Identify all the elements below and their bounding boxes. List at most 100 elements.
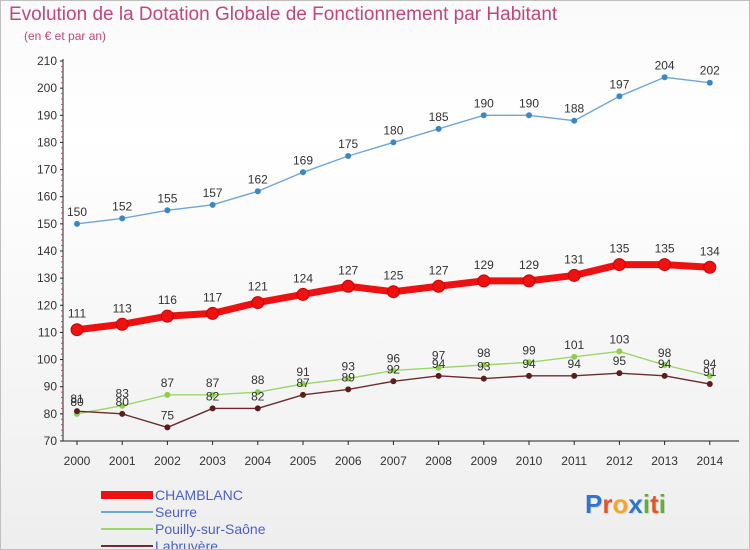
- y-tick-label: 110: [38, 325, 57, 339]
- data-label-chamblanc: 127: [429, 263, 449, 277]
- data-point-labruyere: [390, 378, 397, 385]
- x-tick-label: 2009: [470, 454, 497, 468]
- data-label-labruyere: 95: [613, 354, 627, 368]
- data-point-pouilly-sur-saone: [164, 391, 171, 398]
- data-label-chamblanc: 125: [383, 269, 403, 283]
- data-label-chamblanc: 113: [113, 301, 132, 315]
- data-point-labruyere: [74, 408, 80, 415]
- data-point-labruyere: [300, 391, 306, 398]
- data-label-chamblanc: 129: [474, 258, 494, 272]
- data-label-seurre: 188: [564, 102, 584, 116]
- data-point-labruyere: [480, 375, 487, 382]
- legend-label: Pouilly-sur-Saône: [155, 521, 266, 537]
- data-label-pouilly-sur-saone: 83: [116, 387, 130, 401]
- data-point-seurre: [526, 112, 532, 119]
- legend-label: Labruyère: [155, 538, 219, 550]
- data-point-labruyere: [435, 372, 442, 379]
- data-point-chamblanc: [341, 279, 355, 293]
- data-label-chamblanc: 116: [158, 293, 177, 307]
- data-point-seurre: [119, 215, 126, 222]
- data-point-seurre: [345, 153, 352, 159]
- y-tick-label: 160: [37, 190, 57, 204]
- data-label-seurre: 175: [338, 137, 358, 151]
- data-point-pouilly-sur-saone: [390, 367, 397, 374]
- y-tick-label: 210: [37, 54, 57, 68]
- data-point-chamblanc: [477, 274, 491, 288]
- data-point-chamblanc: [703, 260, 717, 274]
- data-point-chamblanc: [70, 323, 84, 337]
- data-point-pouilly-sur-saone: [300, 381, 306, 387]
- data-point-labruyere: [571, 372, 578, 379]
- data-label-seurre: 190: [519, 96, 539, 110]
- data-point-pouilly-sur-saone: [254, 389, 261, 396]
- logo-letter: x: [628, 489, 643, 519]
- data-point-pouilly-sur-saone: [435, 364, 442, 371]
- data-point-labruyere: [119, 410, 126, 417]
- data-point-labruyere: [345, 386, 352, 393]
- y-tick-label: 100: [37, 353, 57, 367]
- data-point-pouilly-sur-saone: [706, 372, 713, 379]
- data-label-chamblanc: 135: [609, 242, 629, 256]
- data-label-seurre: 150: [67, 205, 87, 219]
- y-tick-label: 130: [37, 271, 57, 285]
- x-tick-label: 2014: [696, 454, 723, 468]
- y-tick-label: 170: [37, 163, 57, 177]
- data-label-pouilly-sur-saone: 88: [251, 373, 265, 387]
- logo-letter: o: [612, 489, 629, 519]
- data-label-pouilly-sur-saone: 98: [658, 346, 672, 360]
- data-point-pouilly-sur-saone: [616, 348, 623, 355]
- legend-label: CHAMBLANC: [155, 487, 243, 503]
- x-tick-label: 2007: [380, 454, 407, 468]
- data-point-chamblanc: [522, 274, 536, 288]
- data-label-chamblanc: 117: [203, 290, 222, 304]
- data-point-pouilly-sur-saone: [345, 375, 352, 382]
- data-label-seurre: 162: [248, 172, 268, 186]
- data-label-pouilly-sur-saone: 103: [609, 332, 629, 346]
- logo-letter: P: [585, 489, 603, 519]
- data-label-pouilly-sur-saone: 96: [387, 351, 401, 365]
- data-label-chamblanc: 124: [293, 271, 313, 285]
- data-point-pouilly-sur-saone: [480, 362, 487, 368]
- logo-letter: i: [658, 489, 666, 519]
- data-point-chamblanc: [115, 317, 129, 331]
- chart-subtitle: (en € et par an): [24, 29, 107, 43]
- data-label-pouilly-sur-saone: 91: [296, 365, 310, 379]
- data-label-labruyere: 94: [658, 357, 672, 371]
- data-point-seurre: [616, 93, 623, 100]
- y-tick-label: 90: [44, 380, 58, 394]
- data-label-pouilly-sur-saone: 94: [703, 357, 717, 371]
- data-point-seurre: [300, 169, 306, 176]
- y-tick-label: 150: [37, 217, 57, 231]
- data-label-seurre: 155: [157, 191, 177, 205]
- data-point-labruyere: [616, 370, 623, 377]
- x-tick-label: 2001: [109, 454, 136, 468]
- proxiti-logo: Proxiti: [585, 489, 666, 520]
- data-point-seurre: [706, 79, 713, 86]
- data-point-labruyere: [661, 372, 668, 379]
- data-point-seurre: [254, 188, 261, 195]
- data-label-chamblanc: 135: [655, 242, 675, 256]
- data-point-labruyere: [254, 405, 261, 412]
- legend-swatch: [101, 511, 153, 513]
- data-point-chamblanc: [296, 287, 310, 301]
- legend-swatch: [101, 528, 153, 530]
- data-point-chamblanc: [386, 285, 400, 299]
- y-tick-label: 140: [37, 244, 57, 258]
- logo-letter: r: [602, 489, 613, 519]
- x-tick-label: 2008: [425, 454, 452, 468]
- data-label-pouilly-sur-saone: 80: [70, 395, 84, 409]
- logo-letter: t: [650, 489, 659, 519]
- data-label-labruyere: 94: [568, 357, 582, 371]
- data-label-labruyere: 89: [342, 370, 356, 384]
- data-label-chamblanc: 131: [564, 252, 584, 266]
- data-label-labruyere: 94: [432, 357, 446, 371]
- data-point-chamblanc: [612, 258, 626, 272]
- data-label-seurre: 152: [112, 199, 132, 213]
- data-label-pouilly-sur-saone: 97: [432, 349, 446, 363]
- data-label-labruyere: 91: [703, 365, 717, 379]
- y-tick-label: 190: [37, 108, 57, 122]
- data-label-seurre: 185: [429, 110, 449, 124]
- data-label-labruyere: 82: [251, 389, 265, 403]
